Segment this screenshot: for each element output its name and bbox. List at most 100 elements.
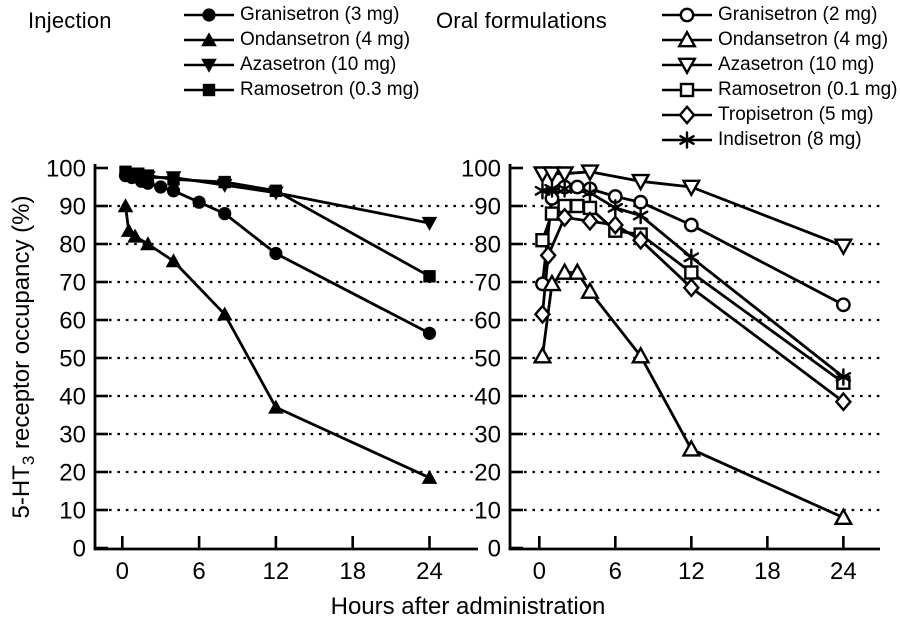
square-filled-marker-icon — [132, 167, 145, 180]
y-tick-label: 40 — [59, 384, 86, 411]
triangle-down-open-marker-icon — [630, 173, 651, 192]
series-line-ondansetron-4-mg — [124, 205, 431, 479]
gridlines — [109, 204, 478, 512]
series-markers-ondansetron-4-mg — [117, 198, 438, 484]
axes: 0 10 20 30 40 50 60 70 80 90 100 0 6 12 18 24 — [461, 156, 880, 585]
x-tick-label: 18 — [754, 558, 781, 585]
y-tick-label: 60 — [59, 308, 86, 335]
y-tick-label: 0 — [73, 536, 86, 563]
asterisk-ray — [582, 187, 598, 198]
diamond-open-marker-icon — [678, 104, 696, 125]
diamond-open-icon — [662, 104, 712, 125]
square-open-marker-icon — [544, 206, 560, 221]
y-axis-label: 5-HT3 receptor occupancy (%) — [8, 196, 38, 519]
triangle-down-open-icon — [662, 57, 712, 75]
triangle-up-filled-marker-icon — [165, 253, 182, 268]
triangle-down-open-marker-icon — [833, 238, 854, 257]
triangle-up-filled-marker-icon — [117, 198, 134, 213]
y-tick-label: 50 — [59, 346, 86, 373]
triangle-down-filled-marker-icon — [201, 58, 217, 73]
triangle-up-open-marker-icon — [542, 273, 562, 292]
series-markers-azasetron-10-mg — [532, 164, 854, 257]
x-tick-label: 0 — [533, 558, 546, 585]
asterisk-icon — [662, 130, 712, 149]
y-tick-label: 10 — [59, 498, 86, 525]
square-open-marker-icon — [570, 198, 585, 214]
x-tick-label: 18 — [339, 558, 366, 585]
legend-label: Ramosetron (0.3 mg) — [240, 78, 420, 100]
axes: 0 10 20 30 40 50 60 70 80 90 100 0 6 12 18 24 — [46, 156, 478, 585]
square-filled-marker-icon — [423, 270, 436, 283]
legend-item-indisetron-8-mg: Indisetron (8 mg) — [661, 127, 898, 152]
y-tick-label: 70 — [59, 270, 86, 297]
y-tick-label: 20 — [474, 460, 501, 487]
injection-legend: Granisetron (3 mg) Ondansetron (4 mg) Azas… — [183, 2, 420, 102]
legend-label: Granisetron (3 mg) — [240, 3, 400, 25]
triangle-down-filled-icon — [184, 58, 234, 73]
triangle-down-open-marker-icon — [681, 179, 702, 198]
y-tick-label: 60 — [474, 308, 501, 335]
legend-label: Indisetron (8 mg) — [718, 128, 862, 150]
circle-open-marker-icon — [569, 179, 585, 195]
circle-open-marker-icon — [835, 297, 851, 313]
diamond-open-marker-icon — [606, 214, 624, 236]
circle-filled-icon — [184, 7, 234, 22]
asterisk-ray — [835, 372, 852, 382]
triangle-up-open-marker-icon — [677, 29, 697, 47]
legend-item-azasetron-10-mg: Azasetron (10 mg) — [183, 52, 420, 77]
asterisk-ray — [544, 183, 560, 194]
asterisk-marker-icon — [632, 206, 649, 225]
triangle-down-open-marker-icon — [542, 166, 562, 184]
legend-item-azasetron-10-mg: Azasetron (10 mg) — [661, 52, 898, 77]
square-filled-marker-icon — [167, 173, 180, 186]
diamond-open-marker-icon — [632, 230, 650, 251]
x-tick-label: 0 — [116, 558, 129, 585]
circle-filled-marker-icon — [218, 207, 232, 221]
square-open-marker-icon — [535, 232, 550, 248]
diamond-open-marker-icon — [533, 304, 552, 325]
y-tick-label: 20 — [59, 460, 86, 487]
asterisk-marker-icon — [679, 130, 695, 149]
y-tick-label: 50 — [474, 346, 501, 373]
legend-label: Ramosetron (0.1 mg) — [718, 78, 898, 100]
circle-filled-marker-icon — [166, 184, 181, 198]
legend-label: Tropisetron (5 mg) — [718, 103, 874, 125]
right-panel-title: Oral formulations — [436, 8, 607, 33]
y-tick-label: 80 — [474, 232, 501, 259]
square-filled-marker-icon — [269, 184, 283, 197]
series-markers-ondansetron-4-mg — [532, 262, 854, 525]
diamond-open-marker-icon — [682, 277, 700, 298]
asterisk-marker-icon — [582, 183, 598, 202]
triangle-up-filled-marker-icon — [268, 399, 284, 414]
square-filled-marker-icon — [141, 169, 155, 182]
triangle-up-open-marker-icon — [567, 262, 588, 280]
y-tick-label: 100 — [46, 156, 86, 183]
y-tick-label: 100 — [461, 156, 501, 183]
circle-filled-marker-icon — [154, 180, 168, 194]
diamond-open-marker-icon — [556, 207, 574, 228]
legend-label: Azasetron (10 mg) — [240, 53, 397, 75]
asterisk-marker-icon — [683, 248, 700, 267]
legend-label: Azasetron (10 mg) — [718, 53, 875, 75]
triangle-up-filled-marker-icon — [216, 306, 233, 321]
asterisk-ray — [683, 252, 700, 263]
series-markers — [532, 164, 854, 525]
triangle-up-filled-marker-icon — [421, 469, 438, 484]
square-filled-marker-icon — [218, 175, 231, 189]
triangle-up-open-marker-icon — [532, 345, 553, 364]
y-tick-label: 0 — [488, 536, 501, 563]
circle-filled-marker-icon — [192, 195, 206, 209]
triangle-up-open-marker-icon — [580, 281, 600, 299]
asterisk-ray — [607, 202, 624, 213]
oral-formulations-legend: Granisetron (2 mg) Ondansetron (4 mg) Azas… — [661, 2, 898, 152]
legend-item-granisetron-2-mg: Granisetron (2 mg) — [661, 2, 898, 27]
y-tick-label: 80 — [59, 232, 86, 259]
x-tick-label: 12 — [263, 558, 290, 585]
legend-label: Granisetron (2 mg) — [718, 3, 878, 25]
series-markers — [117, 165, 438, 484]
diamond-open-marker-icon — [581, 211, 599, 232]
asterisk-marker-icon — [835, 368, 852, 386]
x-tick-label: 24 — [416, 558, 443, 585]
oral-formulations-plot: 0 10 20 30 40 50 60 70 80 90 100 0 6 12 18 24 — [461, 156, 880, 585]
